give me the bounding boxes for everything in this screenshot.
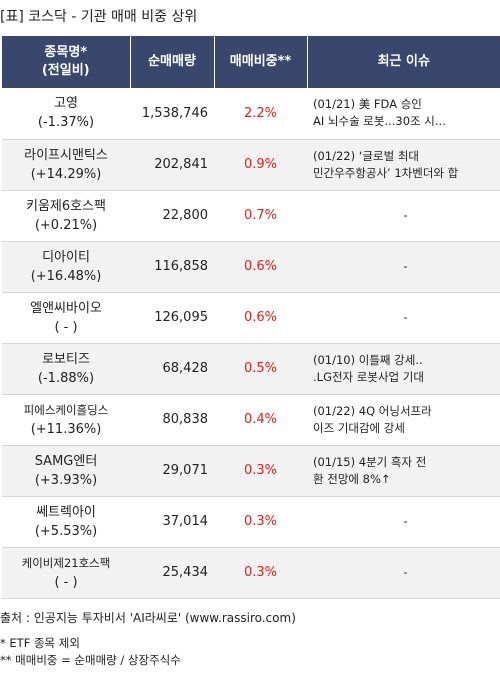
stock-name: 케이비제21호스팩	[21, 555, 111, 570]
table-header-row: 종목명* (전일비) 순매매량 매매비중** 최근 이슈	[2, 36, 500, 88]
issue-line-2[interactable]: 환 전망에 8%↑	[313, 471, 391, 486]
net-volume: 126,095	[130, 292, 214, 344]
recent-issue: -	[307, 190, 500, 242]
stock-name: 고영	[54, 96, 78, 112]
trade-ratio: 0.5%	[214, 343, 307, 395]
footnotes: * ETF 종목 제외 ** 매매비중 = 순매매량 / 상장주식수	[0, 635, 181, 669]
stock-name: 디아이티	[42, 249, 90, 265]
stock-name: 피에스케이홀딩스	[23, 402, 109, 417]
stock-change: (+0.21%)	[34, 217, 98, 233]
stock-name-cell: SAMG엔터 (+3.93%)	[2, 445, 130, 497]
header-trade-ratio: 매매비중**	[214, 36, 308, 88]
issue-line-2[interactable]: 이즈 기대감에 강세	[313, 420, 405, 435]
stock-name: 쎄트렉아이	[36, 504, 96, 520]
stock-name-cell: 라이프시맨틱스 (+14.29%)	[2, 139, 130, 191]
trade-ratio: 0.3%	[214, 445, 307, 497]
stock-name-cell: 고영 (-1.37%)	[2, 88, 130, 140]
stock-change: (-1.37%)	[37, 115, 95, 131]
issue-line-1[interactable]: (01/15) 4분기 흑자 전	[313, 454, 427, 469]
header-stock-name-line1: 종목명*	[44, 45, 88, 60]
issue-line-1[interactable]: (01/10) 이틀째 강세..	[313, 352, 423, 367]
trade-ratio: 0.4%	[214, 394, 307, 446]
net-volume: 25,434	[130, 547, 214, 599]
stock-name: 라이프시맨틱스	[24, 147, 108, 163]
recent-issue[interactable]: (01/21) 美 FDA 승인 AI 뇌수술 로봇...30조 시...	[307, 88, 500, 140]
trade-ratio: 0.6%	[214, 241, 307, 293]
header-stock-name: 종목명* (전일비)	[2, 36, 131, 88]
net-volume: 116,858	[130, 241, 214, 293]
trade-ratio: 0.9%	[214, 139, 307, 191]
stock-change: (+16.48%)	[30, 268, 102, 284]
stock-change: ( - )	[54, 574, 78, 590]
stock-name: 키움제6호스팩	[25, 198, 107, 214]
stock-name-cell: 엘앤씨바이오 ( - )	[2, 292, 130, 344]
issue-line-2[interactable]: AI 뇌수술 로봇...30조 시...	[313, 114, 446, 129]
stock-name: 로보티즈	[42, 351, 90, 367]
stock-change: ( - )	[54, 319, 78, 335]
table-row: 로보티즈 (-1.88%) 68,428 0.5% (01/10) 이틀째 강세.. .L…	[2, 343, 500, 395]
table-row: 엘앤씨바이오 ( - ) 126,095 0.6% -	[2, 292, 500, 344]
table-row: 피에스케이홀딩스 (+11.36%) 80,838 0.4% (01/22) 4Q 어닝…	[2, 394, 500, 446]
table-row: 라이프시맨틱스 (+14.29%) 202,841 0.9% (01/22) ‘글로벌 …	[2, 139, 500, 191]
stock-name-cell: 쎄트렉아이 (+5.53%)	[2, 496, 130, 548]
stock-name-cell: 로보티즈 (-1.88%)	[2, 343, 130, 395]
net-volume: 29,071	[130, 445, 214, 497]
table-row: 고영 (-1.37%) 1,538,746 2.2% (01/21) 美 FDA 승인 A…	[2, 88, 500, 140]
trade-ratio: 0.6%	[214, 292, 307, 344]
net-volume: 22,800	[130, 190, 214, 242]
table-row: SAMG엔터 (+3.93%) 29,071 0.3% (01/15) 4분기 흑자 전…	[2, 445, 500, 497]
table-row: 키움제6호스팩 (+0.21%) 22,800 0.7% -	[2, 190, 500, 242]
trade-ratio: 0.3%	[214, 496, 307, 548]
footnote-etf: * ETF 종목 제외	[0, 636, 80, 650]
stock-change: (+14.29%)	[30, 166, 102, 182]
issue-line-2[interactable]: 민간우주항공사’ 1차벤더와 합	[313, 165, 459, 180]
header-recent-issue: 최근 이슈	[307, 36, 500, 88]
header-stock-name-line2: (전일비)	[41, 63, 90, 78]
source-text: 출처 : 인공지능 투자비서 'AI라씨로' (www.rassiro.com)	[0, 611, 296, 625]
stock-change: (+3.93%)	[34, 472, 98, 488]
trade-ratio: 0.7%	[214, 190, 307, 242]
stock-change: (-1.88%)	[37, 370, 95, 386]
recent-issue: -	[307, 547, 500, 599]
table-row: 쎄트렉아이 (+5.53%) 37,014 0.3% -	[2, 496, 500, 548]
stock-name: SAMG엔터	[34, 453, 98, 469]
trade-ratio: 2.2%	[214, 88, 307, 140]
stock-name-cell: 피에스케이홀딩스 (+11.36%)	[2, 394, 130, 446]
stock-name-cell: 키움제6호스팩 (+0.21%)	[2, 190, 130, 242]
header-net-volume: 순매매량	[130, 36, 215, 88]
table-row: 디아이티 (+16.48%) 116,858 0.6% -	[2, 241, 500, 293]
net-volume: 80,838	[130, 394, 214, 446]
net-volume: 68,428	[130, 343, 214, 395]
trade-ratio: 0.3%	[214, 547, 307, 599]
stock-change: (+11.36%)	[30, 421, 102, 437]
recent-issue: -	[307, 496, 500, 548]
ranking-table: 종목명* (전일비) 순매매량 매매비중** 최근 이슈 고영 (-1.37%) 1…	[2, 36, 500, 599]
net-volume: 37,014	[130, 496, 214, 548]
issue-line-2[interactable]: .LG전자 로봇사업 기대	[313, 369, 424, 384]
page-title: [표] 코스닥 - 기관 매매 비중 상위	[0, 9, 198, 25]
net-volume: 202,841	[130, 139, 214, 191]
issue-line-1[interactable]: (01/22) 4Q 어닝서프라	[313, 403, 432, 418]
stock-name-cell: 케이비제21호스팩 ( - )	[2, 547, 130, 599]
footnote-ratio: ** 매매비중 = 순매매량 / 상장주식수	[0, 653, 181, 667]
stock-change: (+5.53%)	[34, 523, 98, 539]
issue-line-1[interactable]: (01/22) ‘글로벌 최대	[313, 148, 419, 163]
recent-issue: -	[307, 241, 500, 293]
net-volume: 1,538,746	[130, 88, 214, 140]
stock-name: 엘앤씨바이오	[30, 300, 102, 316]
table-row: 케이비제21호스팩 ( - ) 25,434 0.3% -	[2, 547, 500, 599]
recent-issue: -	[307, 292, 500, 344]
stock-name-cell: 디아이티 (+16.48%)	[2, 241, 130, 293]
issue-line-1[interactable]: (01/21) 美 FDA 승인	[313, 97, 422, 112]
recent-issue[interactable]: (01/10) 이틀째 강세.. .LG전자 로봇사업 기대	[307, 343, 500, 395]
